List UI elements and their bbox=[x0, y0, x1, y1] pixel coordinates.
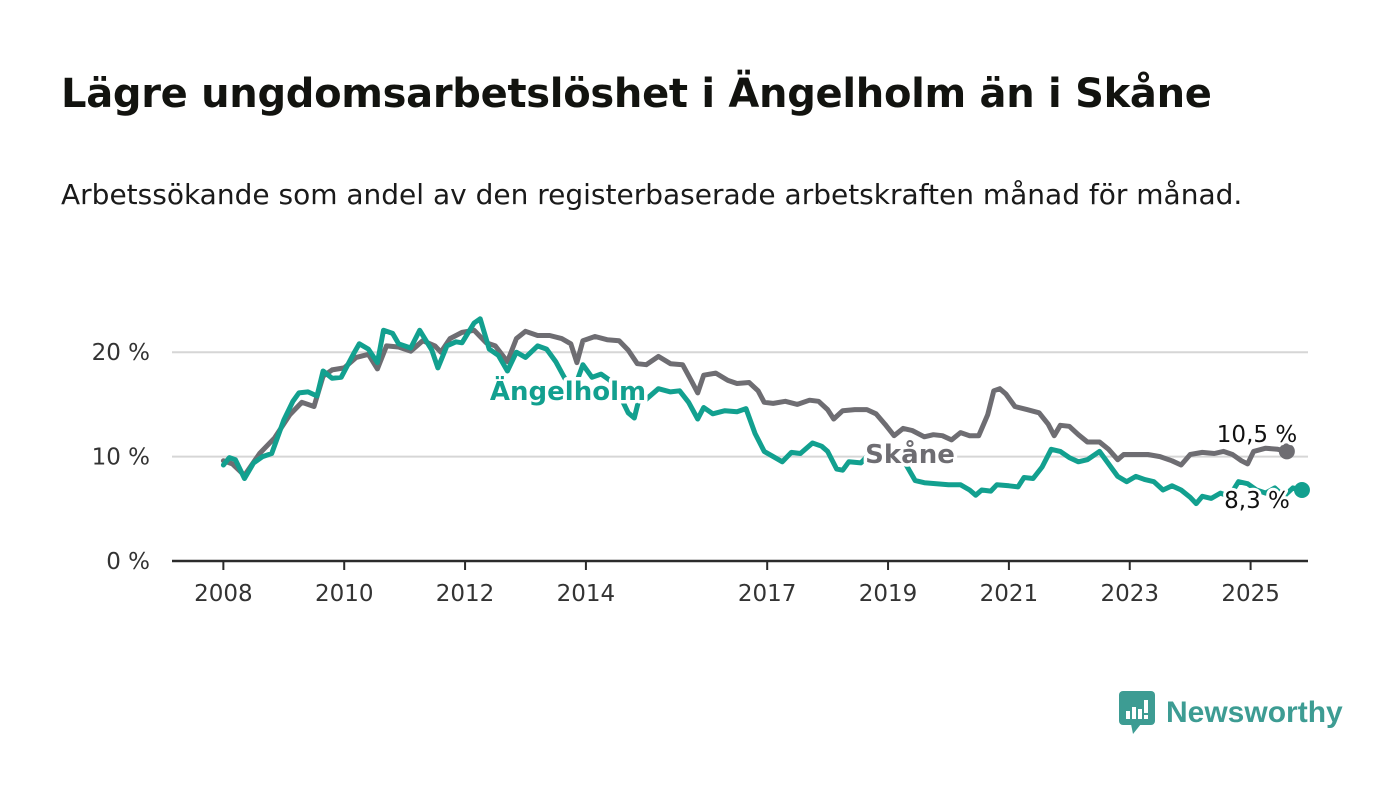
brand-name: Newsworthy bbox=[1166, 696, 1343, 729]
y-tick-label: 0 % bbox=[106, 549, 150, 575]
x-tick-label: 2010 bbox=[315, 581, 374, 607]
series-end-value-1: 8,3 % bbox=[1224, 488, 1290, 514]
newsworthy-logo: Newsworthy bbox=[1119, 690, 1343, 736]
y-tick-label: 10 % bbox=[92, 445, 150, 471]
x-tick-label: 2023 bbox=[1100, 581, 1159, 607]
y-tick-label: 20 % bbox=[92, 340, 150, 366]
chart-subtitle: Arbetssökande som andel av den registerb… bbox=[61, 178, 1243, 211]
x-tick-label: 2014 bbox=[557, 581, 616, 607]
x-tick-label: 2019 bbox=[859, 581, 918, 607]
series-name-label-0: Skåne bbox=[865, 438, 955, 470]
series-end-dot-1 bbox=[1293, 482, 1310, 499]
x-tick-label: 2025 bbox=[1221, 581, 1280, 607]
chart-title: Lägre ungdomsarbetslöshet i Ängelholm än… bbox=[61, 71, 1212, 117]
newsworthy-logo-icon bbox=[1119, 691, 1155, 734]
x-tick-label: 2017 bbox=[738, 581, 797, 607]
x-tick-label: 2008 bbox=[194, 581, 253, 607]
series-line-1 bbox=[220, 316, 1305, 507]
series-name-label-1: Ängelholm bbox=[490, 375, 646, 407]
series-end-dot-0 bbox=[1278, 443, 1295, 460]
x-tick-label: 2012 bbox=[436, 581, 495, 607]
x-tick-label: 2021 bbox=[980, 581, 1039, 607]
series-end-value-0: 10,5 % bbox=[1217, 422, 1297, 448]
